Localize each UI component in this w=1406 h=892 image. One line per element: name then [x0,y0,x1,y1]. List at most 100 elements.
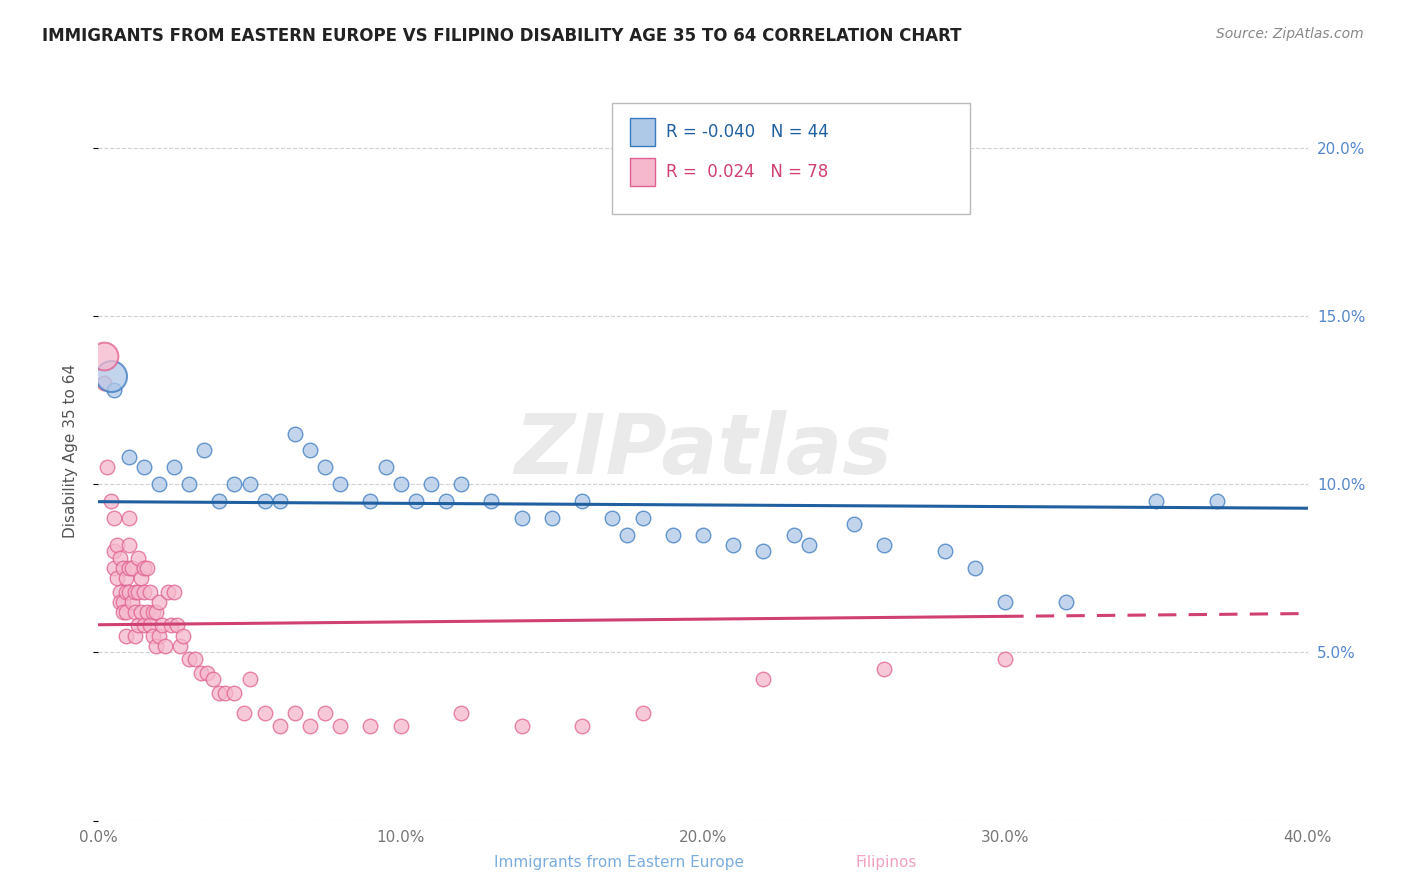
Point [169,639,191,653]
Point [631,706,654,720]
Point [994,652,1017,666]
Point [389,719,412,733]
Point [135,561,157,575]
Point [602,510,624,524]
Point [127,551,149,566]
Point [1054,595,1077,609]
Point [232,706,254,720]
Point [132,460,155,475]
Point [299,719,322,733]
Text: Immigrants from Eastern Europe: Immigrants from Eastern Europe [494,855,744,870]
Point [114,584,136,599]
Point [1206,494,1229,508]
Point [374,460,396,475]
Point [202,673,225,687]
Point [873,662,896,676]
Point [111,561,134,575]
Point [269,494,291,508]
Point [661,527,683,541]
Point [450,477,472,491]
Point [132,584,155,599]
Point [163,584,186,599]
Point [284,426,307,441]
Text: R = -0.040   N = 44: R = -0.040 N = 44 [666,123,830,141]
Point [127,584,149,599]
Point [118,510,141,524]
Point [253,494,276,508]
Point [105,538,128,552]
Point [148,628,170,642]
Point [184,652,207,666]
Point [96,460,118,475]
Point [510,719,533,733]
Point [145,605,167,619]
Point [360,494,382,508]
Point [723,538,745,552]
Point [93,349,115,363]
Point [329,477,352,491]
Point [118,538,141,552]
Point [540,510,562,524]
Point [389,477,412,491]
Point [692,527,714,541]
Point [253,706,276,720]
Point [118,561,141,575]
Point [783,527,806,541]
Point [103,544,125,558]
Point [269,719,291,733]
Point [124,605,146,619]
Point [139,584,162,599]
Point [111,595,134,609]
Point [208,686,231,700]
Point [135,605,157,619]
Point [124,628,146,642]
Point [121,561,143,575]
Point [103,510,125,524]
Point [148,477,170,491]
Point [299,443,322,458]
Point [93,376,115,391]
Point [420,477,443,491]
Point [214,686,236,700]
Point [224,686,246,700]
Point [965,561,987,575]
Text: IMMIGRANTS FROM EASTERN EUROPE VS FILIPINO DISABILITY AGE 35 TO 64 CORRELATION C: IMMIGRANTS FROM EASTERN EUROPE VS FILIPI… [42,27,962,45]
Point [450,706,472,720]
Point [132,561,155,575]
Y-axis label: Disability Age 35 to 64: Disability Age 35 to 64 [63,363,77,538]
Point [190,665,212,680]
Point [434,494,457,508]
Text: Source: ZipAtlas.com: Source: ZipAtlas.com [1216,27,1364,41]
Point [314,706,336,720]
Point [571,719,593,733]
Point [844,517,866,532]
Point [510,510,533,524]
Point [631,510,654,524]
Point [994,595,1017,609]
Point [100,494,122,508]
Point [145,639,167,653]
Point [118,450,141,465]
Point [103,561,125,575]
Point [797,538,820,552]
Point [103,383,125,397]
Point [139,618,162,632]
Point [314,460,336,475]
Point [284,706,307,720]
Point [405,494,427,508]
Point [239,477,262,491]
Point [111,605,134,619]
Point [114,571,136,585]
Point [105,571,128,585]
Point [114,605,136,619]
Point [132,618,155,632]
Point [172,628,194,642]
Point [163,460,186,475]
Point [121,595,143,609]
Point [571,494,593,508]
Point [127,618,149,632]
Point [873,538,896,552]
Point [481,494,503,508]
Point [934,544,956,558]
Point [616,527,638,541]
